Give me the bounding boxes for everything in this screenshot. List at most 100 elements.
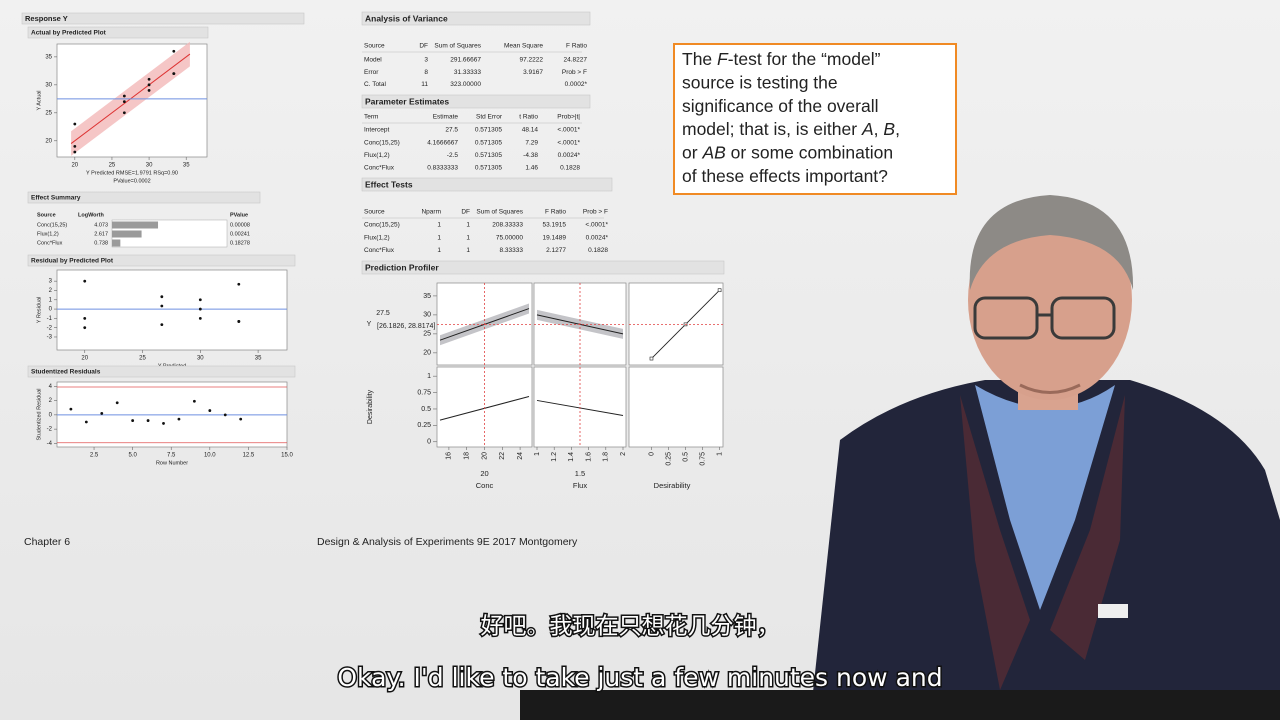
point [122,94,126,98]
callout-line: of these effects important? [682,166,888,186]
column-header: Estimate [433,114,459,121]
point [115,401,119,405]
y-tick-label: 25 [45,110,52,116]
p-value-note: PValue=0.0002 [113,178,150,184]
axis-name: Desirability [654,481,691,490]
point [83,279,87,283]
point [162,422,165,425]
x-tick-label: 5.0 [128,453,137,459]
y-tick-label: 0 [427,439,431,446]
table-cell: 53.1915 [543,222,567,229]
y-tick-label: 0 [49,412,53,418]
column-header: Source [364,43,385,50]
y-tick-label: 0.75 [417,389,431,396]
column-header: Sum of Squares [476,209,523,216]
column-header: Term [364,114,378,121]
table-cell: 8.33333 [500,247,524,254]
point [100,412,104,415]
y-tick-label: -1 [47,316,53,322]
x-tick-label: 15.0 [281,453,293,459]
point [198,298,202,302]
callout-text: A [861,119,874,139]
x-tick-label: 35 [255,356,262,362]
footer-book: Design & Analysis of Experiments 9E 2017… [317,536,578,548]
y-tick-label: -4 [47,441,53,447]
callout-text: B [883,119,895,139]
column-header: F Ratio [545,209,566,216]
y-tick-label: 20 [423,350,431,357]
column-header: F Ratio [566,43,587,50]
table-cell: 75.00000 [496,234,523,241]
table-cell: 24.8227 [564,57,588,64]
subtitle-en: Okay. I'd like to take just a few minute… [337,663,942,692]
callout-text: source is testing the [682,72,838,92]
y-axis-label: Studentized Residual [36,389,42,441]
point [84,420,88,424]
point [172,72,176,76]
handle [717,288,722,293]
table-cell: 0.0024* [558,152,581,159]
desirability-label: Desirability [367,389,374,424]
point [73,122,77,126]
section-header [361,177,613,192]
table-cell: 0.571305 [475,165,502,172]
table-cell: 1 [437,247,441,254]
x-tick-label: 20 [81,356,88,362]
point [147,89,151,92]
section-title: Prediction Profiler [365,262,439,272]
empty-panel [628,366,724,448]
y-axis-label: Y Actual [36,90,42,110]
column-header: Mean Square [504,43,543,50]
section-header [361,94,591,109]
column-header: Std Error [476,114,503,121]
source: Conc(15,25) [37,222,67,228]
x-tick-label: 0.5 [682,452,689,462]
x-tick-label: 20 [481,452,488,460]
y-tick-label: -3 [47,335,53,341]
callout-line: or AB or some combination [682,142,893,162]
table-cell: 27.5 [445,127,458,134]
table-cell: 1 [437,234,441,241]
table-cell: 2.1277 [546,247,566,254]
x-tick-label: 0.25 [665,452,672,466]
table-cell: Error [364,69,379,76]
point [73,144,77,148]
x-tick-label: 12.5 [243,453,255,459]
table-cell: Flux(1,2) [364,234,390,241]
table-cell: 1.46 [525,165,538,172]
y-tick-label: 1 [49,297,53,303]
table-cell: <.0001* [585,222,608,229]
y-tick-label: 25 [423,331,431,338]
y-tick-label: 0.5 [421,406,431,413]
table-cell: 1 [437,222,441,229]
section-title: Parameter Estimates [365,96,449,106]
x-tick-label: 16 [446,452,453,460]
table-cell: Conc(15,25) [364,139,400,146]
callout-line: The F-test for the “model” [682,49,881,69]
footer-chapter: Chapter 6 [24,536,70,548]
table-cell: Intercept [364,127,389,134]
plot-frame [56,269,288,351]
logworth: 0.738 [94,240,108,246]
table-cell: 291.66667 [450,57,481,64]
source: Conc*Flux [37,240,63,246]
x-tick-label: 10.0 [204,453,216,459]
column-header: Prob > F [583,209,608,216]
table-cell: 0.1828 [560,165,580,172]
y-tick-label: 2 [49,398,53,404]
table-cell: 208.33333 [492,222,523,229]
y-label: Y [367,321,372,328]
x-tick-label: 0.75 [699,452,706,466]
point [147,77,151,81]
section-title: Effect Tests [365,179,413,189]
x-tick-label: 25 [109,163,116,169]
y-tick-label: 0.25 [417,422,431,429]
column-header: LogWorth [78,212,105,218]
callout-text: F [717,49,729,69]
y-tick-label: 35 [45,54,52,60]
column-header: Nparm [421,209,441,216]
point [131,419,135,422]
section-header [21,12,305,25]
table-cell: Model [364,57,382,64]
